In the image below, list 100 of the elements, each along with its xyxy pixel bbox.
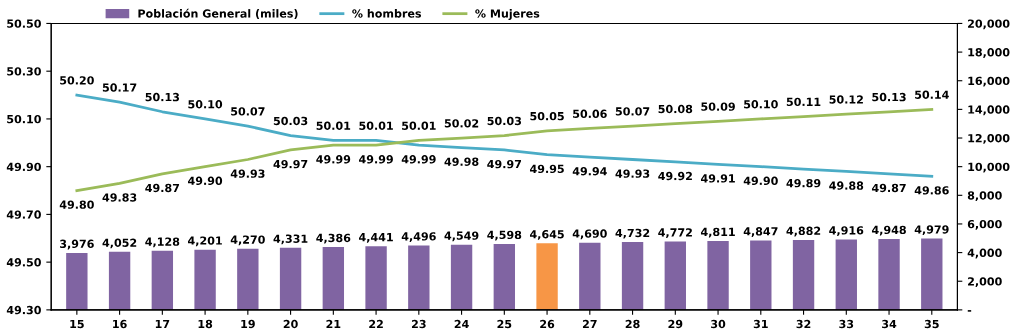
data-label: 4,052	[102, 238, 137, 249]
y-tick-label: 49.30	[6, 305, 41, 315]
legend-label: Población General (miles)	[138, 8, 298, 20]
data-label: 49.88	[829, 181, 864, 190]
x-tick-label: 17	[155, 319, 170, 329]
y2-tick-label: 18,000	[968, 48, 1010, 58]
data-label: 50.07	[231, 107, 265, 116]
data-label: 3,976	[60, 239, 94, 250]
x-tick-label: 25	[497, 319, 512, 329]
x-tick-label: 18	[198, 319, 213, 329]
data-label: 49.99	[401, 155, 436, 164]
data-label: 49.99	[359, 155, 393, 164]
bar	[792, 239, 815, 310]
bar	[66, 252, 88, 310]
data-label: 50.11	[786, 97, 821, 107]
data-label: 50.07	[615, 107, 650, 116]
data-label: 4,441	[359, 233, 393, 243]
bar	[750, 240, 772, 310]
data-label: 4,128	[145, 237, 180, 248]
data-label: 4,948	[871, 225, 906, 236]
y2-tick-label: 20,000	[968, 19, 1010, 30]
bar	[237, 248, 259, 310]
x-tick-label: 20	[283, 319, 298, 329]
data-label: 4,496	[401, 232, 436, 242]
data-label: 50.01	[402, 121, 436, 130]
data-label: 50.13	[145, 92, 180, 102]
data-label: 49.86	[914, 186, 949, 195]
bar	[664, 241, 686, 310]
x-tick-label: 22	[369, 319, 383, 329]
y2-tick-label: 4,000	[967, 248, 1002, 259]
data-label: 49.90	[188, 176, 223, 185]
data-label: 49.97	[273, 159, 308, 169]
data-label: 4,201	[188, 236, 222, 247]
y-tick-label: 50.50	[7, 19, 41, 28]
x-tick-label: 27	[582, 319, 597, 329]
data-label: 50.17	[102, 83, 137, 92]
bar	[279, 247, 302, 310]
data-label: 4,882	[786, 226, 821, 237]
data-label: 50.09	[701, 102, 735, 111]
data-label: 50.01	[316, 121, 351, 130]
data-label: 4,916	[829, 226, 864, 236]
data-label: 49.89	[786, 178, 821, 188]
data-label: 50.20	[60, 76, 94, 85]
y2-tick-label: 6,000	[967, 219, 1002, 230]
y2-tick-label: -	[967, 310, 972, 312]
bar	[408, 245, 430, 310]
data-label: 49.87	[871, 183, 906, 193]
y-tick-label: 49.90	[6, 162, 41, 172]
x-tick-label: 34	[882, 319, 897, 329]
x-tick-label: 29	[668, 319, 683, 329]
data-label: 50.10	[744, 100, 778, 109]
data-label: 4,732	[615, 228, 650, 239]
bar	[365, 246, 387, 310]
bar	[579, 242, 601, 310]
bar	[835, 239, 857, 310]
y2-tick-label: 8,000	[967, 191, 1002, 202]
data-label: 50.06	[573, 109, 607, 118]
data-label: 4,811	[700, 227, 735, 238]
y2-tick-label: 14,000	[968, 105, 1010, 116]
legend-label: % hombres	[352, 9, 422, 18]
x-tick-label: 32	[796, 319, 811, 329]
data-label: 49.99	[316, 155, 351, 164]
bar	[536, 243, 558, 310]
bar	[194, 249, 216, 310]
y-tick-label: 50.10	[7, 114, 41, 124]
data-label: 50.02	[444, 119, 479, 128]
x-tick-label: 35	[924, 319, 939, 329]
y2-tick-label: 12,000	[968, 133, 1010, 144]
x-tick-label: 33	[839, 319, 854, 329]
bar	[108, 251, 131, 310]
data-label: 49.95	[530, 164, 564, 174]
x-tick-label: 23	[411, 319, 426, 329]
data-label: 49.87	[145, 183, 180, 193]
bar	[450, 244, 473, 310]
bar	[151, 250, 174, 310]
data-label: 4,549	[444, 231, 479, 242]
bar	[921, 238, 943, 310]
x-tick-label: 26	[540, 319, 555, 329]
y2-tick-label: 2,000	[968, 277, 1002, 288]
data-label: 49.94	[572, 167, 607, 176]
x-tick-label: 21	[326, 319, 341, 329]
y-tick-label: 49.50	[6, 258, 41, 267]
bar	[707, 240, 729, 310]
data-label: 50.03	[273, 116, 308, 126]
bar	[621, 242, 644, 310]
data-label: 4,386	[316, 233, 351, 244]
data-label: 50.10	[188, 100, 223, 109]
data-label: 50.13	[872, 92, 906, 102]
bar	[493, 244, 516, 310]
data-label: 4,690	[572, 229, 607, 240]
data-label: 49.97	[487, 159, 522, 169]
data-label: 50.05	[530, 111, 564, 121]
legend-label: % Mujeres	[475, 9, 540, 20]
y-tick-label: 50.30	[7, 67, 41, 76]
x-tick-label: 24	[454, 319, 469, 329]
data-label: 50.01	[359, 121, 393, 130]
x-tick-label: 15	[70, 319, 84, 329]
y2-tick-label: 10,000	[968, 162, 1010, 173]
data-label: 50.14	[915, 90, 949, 99]
data-label: 49.80	[59, 200, 94, 209]
